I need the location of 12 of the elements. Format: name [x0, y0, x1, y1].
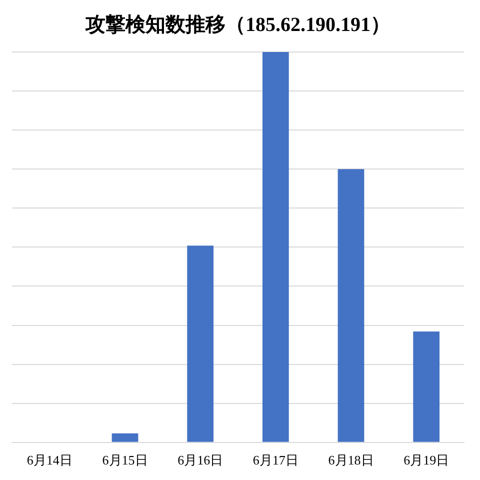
bar — [112, 433, 138, 442]
bar — [338, 169, 364, 442]
chart-title: 攻撃検知数推移（185.62.190.191） — [84, 14, 390, 36]
bar — [262, 52, 289, 442]
x-tick-label: 6月18日 — [328, 452, 374, 468]
x-tick-label: 6月14日 — [26, 452, 72, 468]
x-tick-label: 6月15日 — [102, 452, 148, 468]
x-tick-label: 6月19日 — [404, 452, 450, 468]
bar — [413, 332, 440, 442]
bar — [187, 246, 214, 442]
x-tick-label: 6月17日 — [252, 452, 298, 468]
x-tick-label: 6月16日 — [178, 452, 224, 468]
